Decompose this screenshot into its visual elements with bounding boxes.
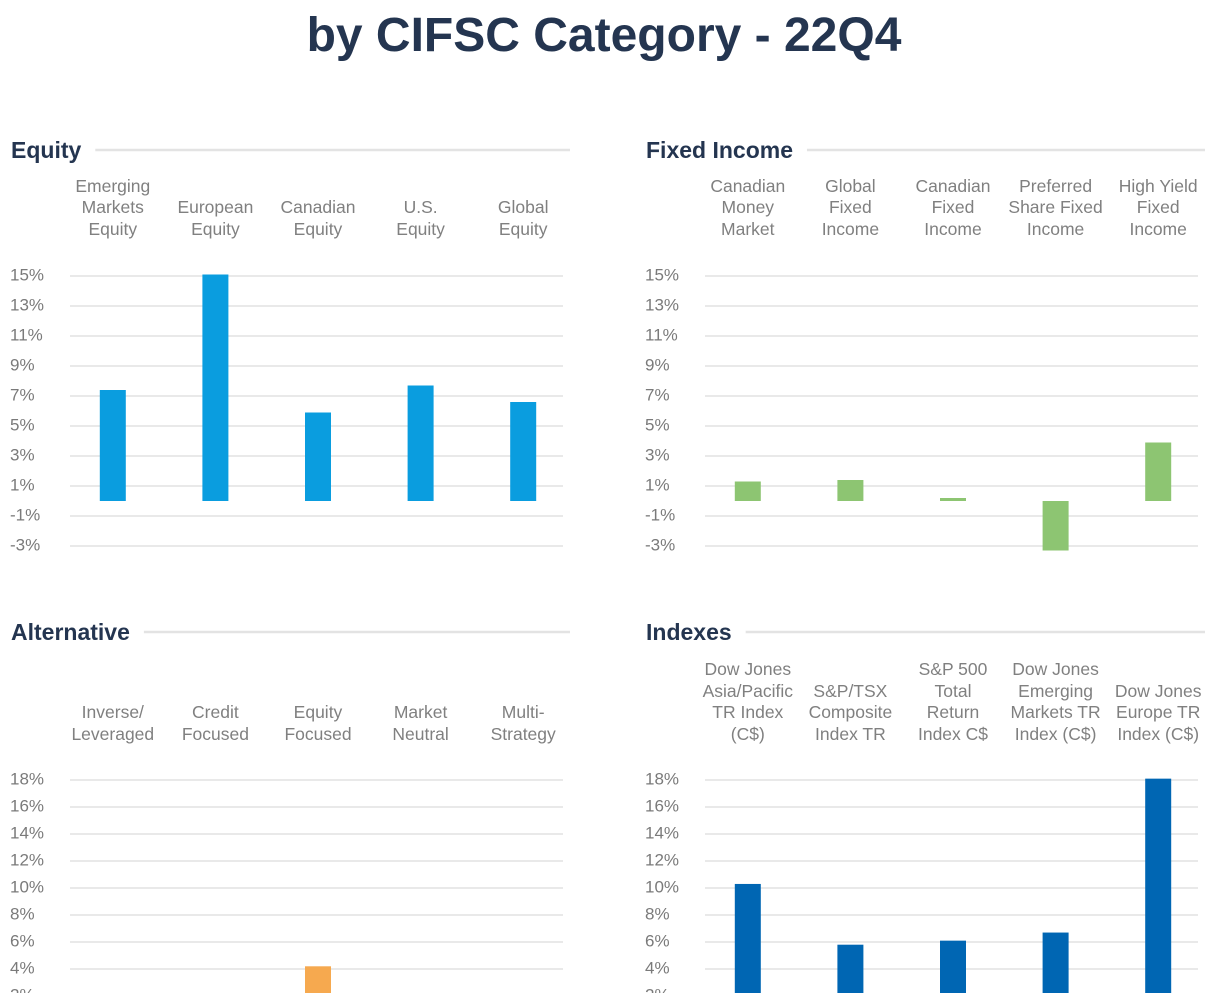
x-category-label: U.S. Equity xyxy=(396,197,445,239)
x-category-label: High Yield Fixed Income xyxy=(1118,175,1198,239)
y-tick-label: 11% xyxy=(645,325,678,344)
y-tick-label: 10% xyxy=(645,877,679,896)
y-tick-label: 14% xyxy=(645,823,679,842)
y-tick-label: 14% xyxy=(10,823,44,842)
section-title: Fixed Income xyxy=(646,137,793,163)
x-category-label: Credit Focused xyxy=(181,702,249,744)
x-category-label: Market Neutral xyxy=(392,702,449,744)
y-tick-label: 7% xyxy=(10,385,35,404)
y-tick-label: 2% xyxy=(645,985,670,993)
x-category-label: Equity Focused xyxy=(284,702,352,744)
x-category-label: Emerging Markets Equity xyxy=(75,175,151,239)
y-tick-label: 11% xyxy=(10,325,43,344)
y-tick-label: -3% xyxy=(10,535,40,554)
y-tick-label: 1% xyxy=(10,475,35,494)
section-title: Equity xyxy=(11,137,81,163)
x-category-label: Inverse/ Leveraged xyxy=(71,702,155,744)
bar xyxy=(1042,501,1069,551)
bar xyxy=(1042,932,1069,993)
x-category-label: Canadian Equity xyxy=(280,197,356,239)
y-tick-label: 12% xyxy=(10,850,44,869)
y-tick-label: 18% xyxy=(10,769,44,788)
y-tick-label: 1% xyxy=(645,475,670,494)
y-tick-label: 8% xyxy=(645,904,670,923)
y-tick-label: 7% xyxy=(645,385,670,404)
x-category-label: Global Equity xyxy=(497,197,549,239)
y-tick-label: 5% xyxy=(645,415,670,434)
y-tick-label: 12% xyxy=(645,850,679,869)
y-tick-label: 3% xyxy=(10,445,35,464)
x-category-label: S&P/TSX Composite Index TR xyxy=(808,680,893,744)
x-category-label: Dow Jones Asia/Pacific TR Index (C$) xyxy=(702,659,794,744)
y-tick-label: 6% xyxy=(645,931,670,950)
bar xyxy=(837,480,864,501)
bar xyxy=(837,944,864,993)
x-category-label: Canadian Money Market xyxy=(710,175,786,239)
x-category-label: Dow Jones Emerging Markets TR Index (C$) xyxy=(1010,659,1101,744)
x-category-label: S&P 500 Total Return Index C$ xyxy=(917,659,989,744)
y-tick-label: 13% xyxy=(10,295,44,314)
bar xyxy=(940,940,966,993)
y-tick-label: 13% xyxy=(645,295,679,314)
bar xyxy=(407,385,434,501)
x-category-label: Global Fixed Income xyxy=(821,175,880,239)
bar xyxy=(940,498,966,501)
bar xyxy=(734,481,761,501)
bar xyxy=(510,402,537,501)
bar xyxy=(734,883,761,993)
section-title: Alternative xyxy=(11,619,130,645)
x-category-label: Canadian Fixed Income xyxy=(915,175,991,239)
y-tick-label: 4% xyxy=(645,958,670,977)
y-tick-label: -3% xyxy=(645,535,675,554)
bar xyxy=(1145,778,1172,993)
x-category-label: European Equity xyxy=(177,197,254,239)
y-tick-label: 9% xyxy=(645,355,670,374)
y-tick-label: 4% xyxy=(10,958,35,977)
y-tick-label: 16% xyxy=(645,796,679,815)
y-tick-label: 18% xyxy=(645,769,679,788)
y-tick-label: 15% xyxy=(645,265,679,284)
y-tick-label: 6% xyxy=(10,931,35,950)
y-tick-label: 9% xyxy=(10,355,35,374)
bar xyxy=(1145,442,1172,501)
bar xyxy=(305,412,331,501)
section-title: Indexes xyxy=(646,619,732,645)
y-tick-label: 8% xyxy=(10,904,35,923)
y-tick-label: 3% xyxy=(645,445,670,464)
page-title: by CIFSC Category - 22Q4 xyxy=(306,9,902,62)
y-tick-label: -1% xyxy=(10,505,40,524)
y-tick-label: 5% xyxy=(10,415,35,434)
y-tick-label: 2% xyxy=(10,985,35,993)
y-tick-label: 10% xyxy=(10,877,44,896)
x-category-label: Dow Jones Europe TR Index (C$) xyxy=(1114,680,1202,744)
x-category-label: Multi- Strategy xyxy=(490,702,556,744)
x-category-label: Preferred Share Fixed Income xyxy=(1008,175,1103,239)
y-tick-label: 16% xyxy=(10,796,44,815)
bar xyxy=(99,390,126,501)
y-tick-label: -1% xyxy=(645,505,675,524)
y-tick-label: 15% xyxy=(10,265,44,284)
bar xyxy=(202,274,229,501)
bar xyxy=(305,966,331,993)
